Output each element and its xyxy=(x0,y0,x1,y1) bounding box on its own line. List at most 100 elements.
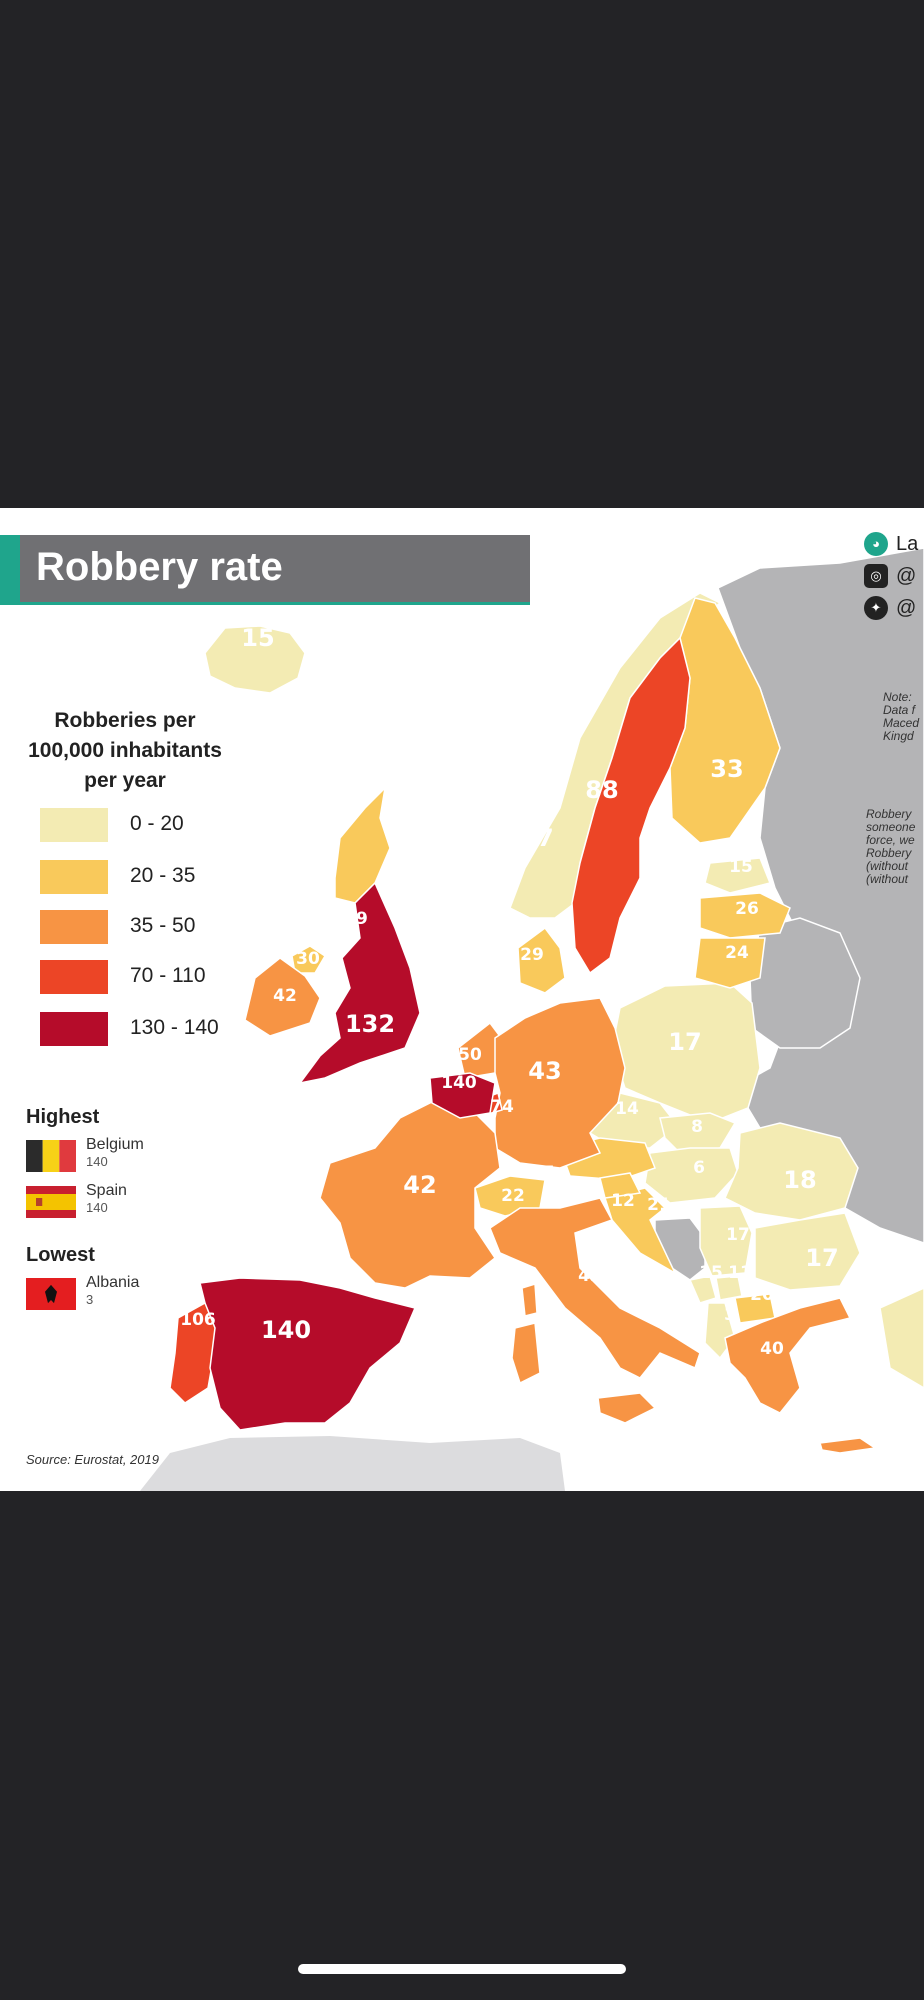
map-value-montenegro: 15 xyxy=(699,1263,723,1283)
map-value-croatia: 21 xyxy=(647,1195,671,1215)
map-value-czechia: 14 xyxy=(615,1099,639,1119)
highest-heading: Highest xyxy=(26,1106,100,1128)
region-crete xyxy=(819,1437,878,1454)
map-value-portugal: 106 xyxy=(180,1310,216,1330)
note-line: Kingd xyxy=(883,729,914,743)
map-value-finland: 33 xyxy=(710,755,743,783)
region-scotland xyxy=(334,785,391,904)
region-hungary xyxy=(644,1147,739,1204)
social-twitter-text: @ xyxy=(896,597,917,619)
map-value-france: 42 xyxy=(403,1171,436,1199)
highest-value: 140 xyxy=(86,1154,108,1169)
source-note: Source: Eurostat, 2019 xyxy=(26,1452,159,1467)
region-england-wales xyxy=(298,881,421,1085)
region-spain xyxy=(199,1277,417,1431)
instagram-icon: ◎ xyxy=(864,564,888,588)
home-indicator[interactable] xyxy=(298,1964,626,1974)
legend-heading-line: 100,000 inhabitants xyxy=(28,739,222,762)
legend-label: 130 - 140 xyxy=(130,1016,219,1039)
highest-value: 140 xyxy=(86,1200,108,1215)
region-iceland xyxy=(204,625,306,694)
map-value-north-macedonia: 20 xyxy=(750,1285,774,1305)
map-value-slovakia: 8 xyxy=(691,1117,703,1137)
social-instagram[interactable]: ◎ @ xyxy=(864,564,924,590)
region-sicily xyxy=(597,1392,657,1424)
social-instagram-text: @ xyxy=(896,565,917,587)
map-value-iceland: 15 xyxy=(241,624,274,652)
region-sweden xyxy=(571,636,691,975)
region-bulgaria xyxy=(754,1212,861,1291)
note-line: Note: xyxy=(883,690,912,704)
map-value-bulgaria: 17 xyxy=(805,1244,838,1272)
legend-swatch xyxy=(40,1012,108,1046)
region-kosovo xyxy=(715,1275,743,1301)
map-value-latvia: 26 xyxy=(735,899,759,919)
legend-swatch xyxy=(40,960,108,994)
europe-map: 1517883315262429304213229501407443171486… xyxy=(140,547,924,1491)
region-montenegro xyxy=(688,1275,717,1304)
highest-country: Spain xyxy=(86,1182,127,1199)
map-value-italy: 42 xyxy=(578,1266,602,1286)
legend-label: 70 - 110 xyxy=(130,964,206,987)
map-value-estonia: 15 xyxy=(729,857,753,877)
social-logo[interactable]: ◕ La xyxy=(864,532,924,558)
region-croatia xyxy=(604,1187,677,1275)
logo-icon: ◕ xyxy=(864,532,888,556)
note-line: force, we xyxy=(866,833,915,847)
lowest-value: 3 xyxy=(86,1292,94,1307)
highest-item: Belgium 140 xyxy=(26,1136,186,1176)
legend-item: 35 - 50 xyxy=(40,910,260,944)
note-line: someone xyxy=(866,820,916,834)
legend-item: 20 - 35 xyxy=(40,860,260,894)
region-italy xyxy=(489,1197,701,1379)
highest-country: Belgium xyxy=(86,1136,144,1153)
map-value-lithuania: 24 xyxy=(725,943,749,963)
map-value-netherlands: 50 xyxy=(458,1045,482,1065)
map-value-northern-ireland: 30 xyxy=(296,949,320,969)
region-romania xyxy=(724,1122,859,1221)
title-bar: Robbery rate xyxy=(0,535,530,605)
map-value-spain: 140 xyxy=(261,1316,311,1344)
lowest-item: Albania 3 xyxy=(26,1274,186,1314)
map-value-ireland: 42 xyxy=(273,986,297,1006)
legend-heading-line: Robberies per xyxy=(54,709,196,732)
map-value-germany: 43 xyxy=(528,1057,561,1085)
region-estonia xyxy=(704,857,772,894)
map-value-norway: 17 xyxy=(520,824,553,852)
legend-label: 35 - 50 xyxy=(130,914,196,937)
map-value-albania: 3 xyxy=(724,1305,736,1325)
region-greece xyxy=(724,1297,852,1414)
map-value-hungary: 6 xyxy=(693,1158,705,1178)
map-value-liechtenstein: 5 xyxy=(543,1163,555,1183)
legend-item: 70 - 110 xyxy=(40,960,260,994)
social-logo-text: La xyxy=(896,533,919,555)
lowest-country: Albania xyxy=(86,1274,140,1291)
map-card: 15 17 88 33 15 26 24 29 30 42 132 29 50 140 74 43 17 14 8 6… xyxy=(0,508,924,1491)
legend-swatch xyxy=(40,860,108,894)
legend-swatch xyxy=(40,808,108,842)
flag-belgium-icon xyxy=(26,1140,76,1172)
map-value-malta: 35 xyxy=(636,1451,660,1471)
map-value-kosovo: 11 xyxy=(728,1263,752,1283)
region-ireland xyxy=(244,957,321,1037)
region-turkey-edge xyxy=(879,1287,924,1389)
legend-heading-line: per year xyxy=(84,769,166,792)
note-line: Maced xyxy=(883,716,920,730)
lowest-heading: Lowest xyxy=(26,1244,95,1266)
region-serbia xyxy=(699,1205,753,1277)
region-north-africa xyxy=(140,1436,565,1491)
region-belgium xyxy=(429,1072,496,1119)
title-accent xyxy=(0,535,20,602)
social-twitter[interactable]: ✦ @ xyxy=(864,596,924,622)
note-line: (without xyxy=(866,872,909,886)
region-slovenia xyxy=(599,1172,642,1199)
note-line: Robbery xyxy=(866,846,912,860)
map-value-romania: 18 xyxy=(783,1166,816,1194)
legend-swatch xyxy=(40,910,108,944)
twitter-icon: ✦ xyxy=(864,596,888,620)
note-line: Robbery xyxy=(866,807,912,821)
map-value-denmark: 29 xyxy=(520,945,544,965)
map-value-belgium: 140 xyxy=(441,1073,477,1093)
map-value-slovenia: 12 xyxy=(611,1191,635,1211)
map-value-poland: 17 xyxy=(668,1028,701,1056)
